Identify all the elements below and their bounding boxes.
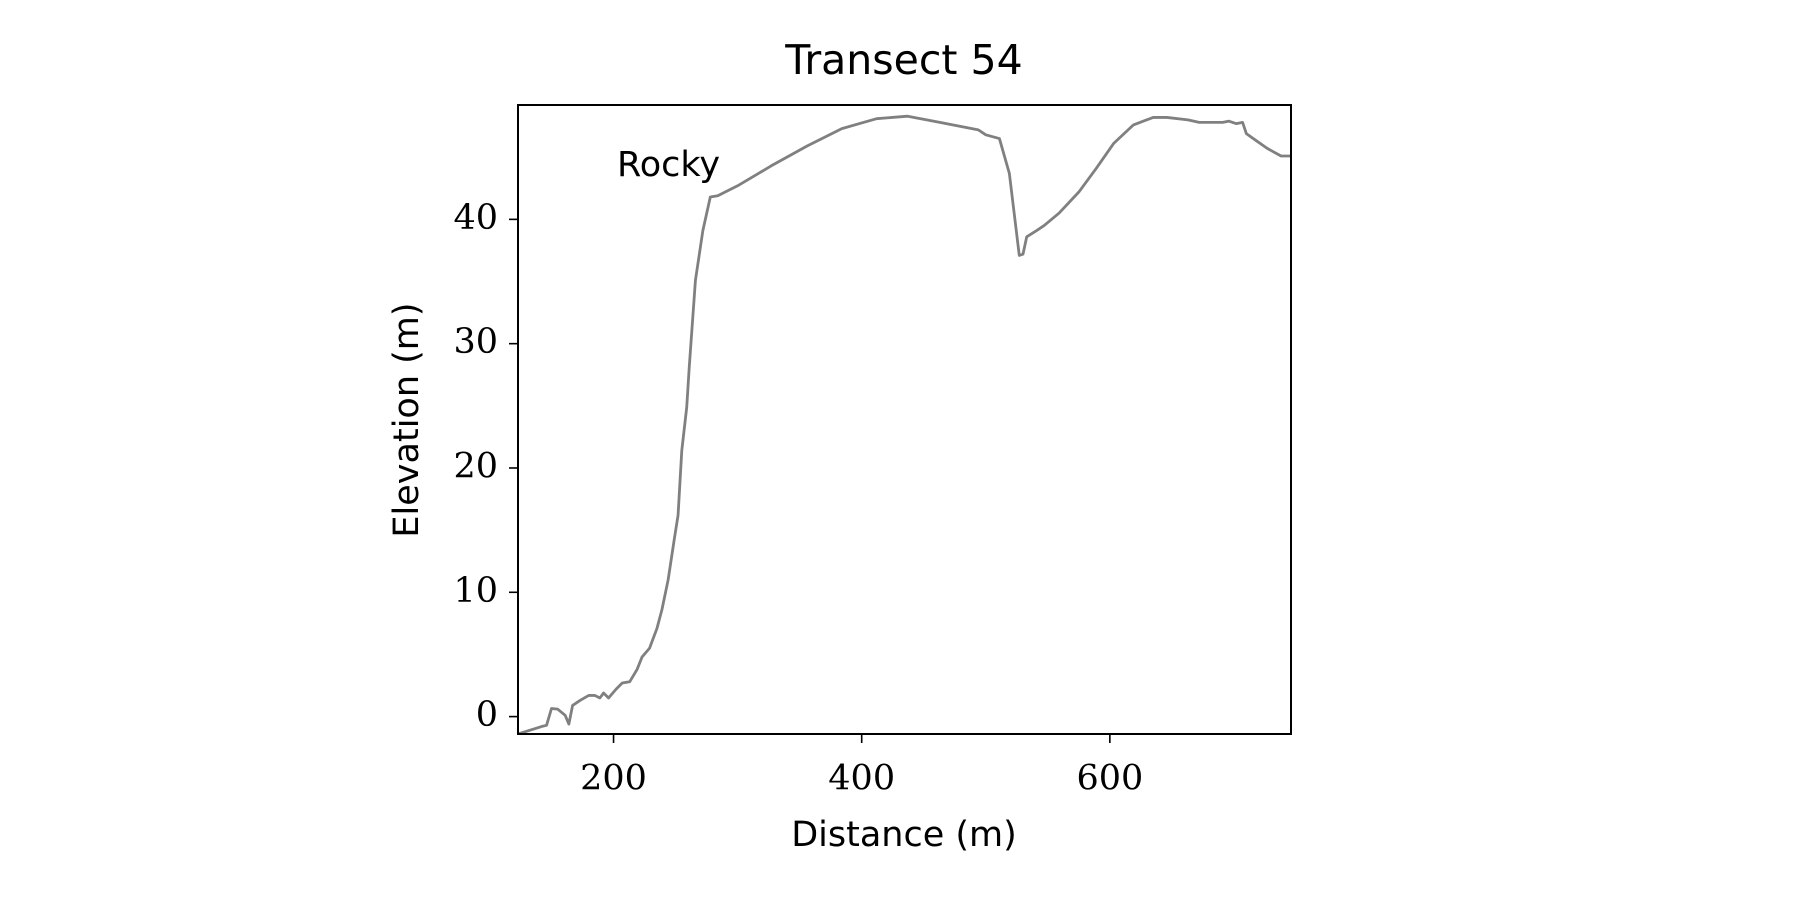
x-tick-label: 400 [828,759,895,799]
x-tick-label: 200 [580,759,647,799]
x-axis-label: Distance (m) [791,815,1017,855]
y-tick-label: 40 [453,198,498,238]
plot-frame [517,104,1292,735]
data-line [518,114,1291,734]
x-tick-label: 600 [1076,759,1143,799]
y-tick-label: 20 [453,446,498,486]
y-tick-label: 10 [453,571,498,611]
chart-title: Transect 54 [784,36,1022,84]
annotation: Rocky [617,145,720,185]
y-tick-label: 0 [476,695,498,735]
y-tick-label: 30 [453,322,498,362]
y-axis-label: Elevation (m) [387,302,427,537]
